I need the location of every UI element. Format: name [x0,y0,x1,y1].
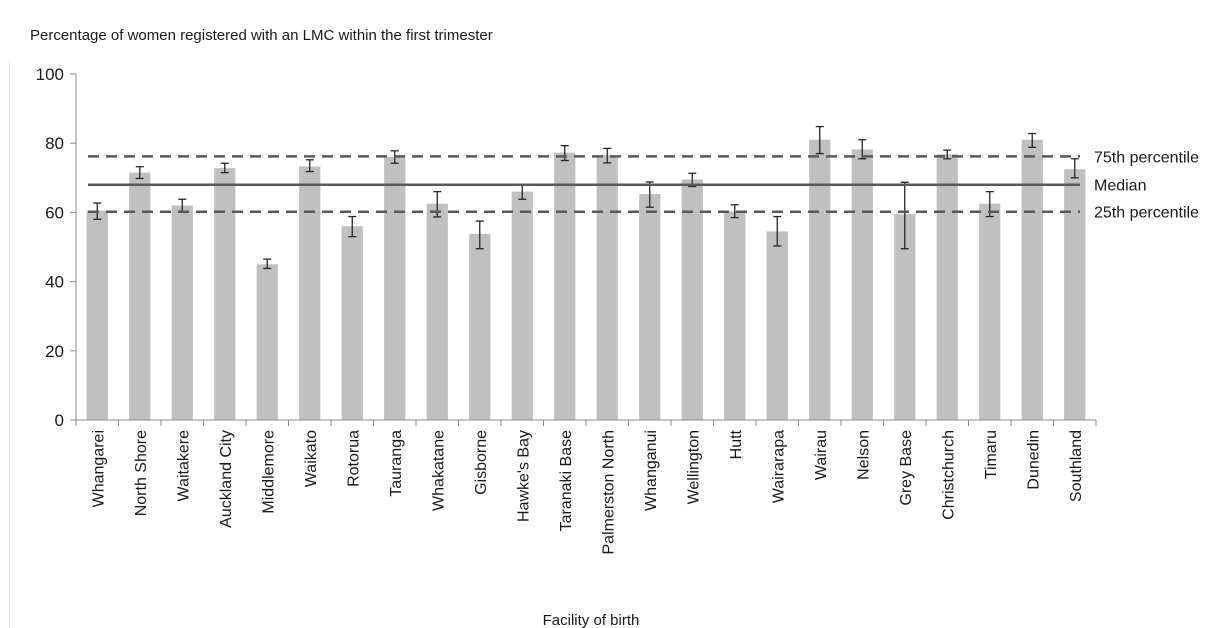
bar [681,179,703,420]
bar [341,226,363,420]
x-tick-label: Dunedin [1025,430,1042,490]
x-axis-label: Facility of birth [543,612,640,628]
x-tick-label: Wairarapa [770,430,787,503]
bar [469,233,491,420]
bar [299,166,321,420]
x-tick-label: Whanganui [643,430,660,511]
bar [256,264,278,420]
y-tick-label: 100 [36,65,64,84]
y-tick-label: 20 [45,342,64,361]
bars-group [86,125,1086,421]
x-tick-label: Tauranga [388,430,405,497]
x-tick-label: Middlemore [260,430,277,514]
bar [936,154,958,420]
bar [1021,139,1043,421]
bar [639,194,661,420]
x-tick-label: Nelson [855,430,872,480]
bar [86,210,108,420]
x-tick-label: Whakatane [430,430,447,511]
y-tick-label: 80 [45,134,64,153]
bar [596,155,618,420]
x-tick-label: Southland [1068,430,1085,502]
x-tick-label: Auckland City [218,430,235,528]
reference-line-label: 75th percentile [1094,149,1199,166]
x-tick-label: Timaru [983,430,1000,479]
x-tick-label: Wellington [685,430,702,504]
bar [171,205,193,420]
bar [426,203,448,420]
bar [851,149,873,421]
bar [214,168,236,420]
x-tick-label: Rotorua [345,430,362,487]
bar [129,172,151,420]
y-tick-label: 0 [55,411,64,430]
bar [554,152,576,421]
x-axis: Whangarei North Shore Waitakere Auckland Ci… [75,419,1097,555]
x-tick-label: Gisborne [473,430,490,495]
x-tick-label: Hawke's Bay [515,430,532,522]
bar [894,214,916,420]
x-tick-label: Grey Base [898,430,915,506]
left-border-line [9,60,10,628]
x-tick-label: Whangarei [90,430,107,507]
chart-title: Percentage of women registered with an L… [30,27,493,44]
bar [511,191,533,420]
x-tick-label: Waikato [303,430,320,487]
x-tick-label: Christchurch [940,430,957,520]
x-tick-label: Waitakere [175,430,192,502]
x-tick-label: Taranaki Base [558,430,575,531]
reference-line-label: Median [1094,178,1146,195]
y-axis: 0 20 40 60 80 100 [36,65,77,430]
x-tick-label: Palmerston North [600,430,617,555]
reference-lines-group: 75th percentile Median 25th percentile [88,149,1199,222]
y-tick-label: 40 [45,273,64,292]
x-tick-label: Hutt [728,429,745,459]
bar [1064,169,1086,420]
y-tick-label: 60 [45,203,64,222]
bar [766,231,788,420]
bar [724,211,746,420]
bar [384,157,406,421]
reference-line-label: 25th percentile [1094,205,1199,222]
x-tick-label: North Shore [133,430,150,516]
bar [809,139,831,421]
bar [979,203,1001,420]
x-tick-label: Wairau [813,430,830,480]
